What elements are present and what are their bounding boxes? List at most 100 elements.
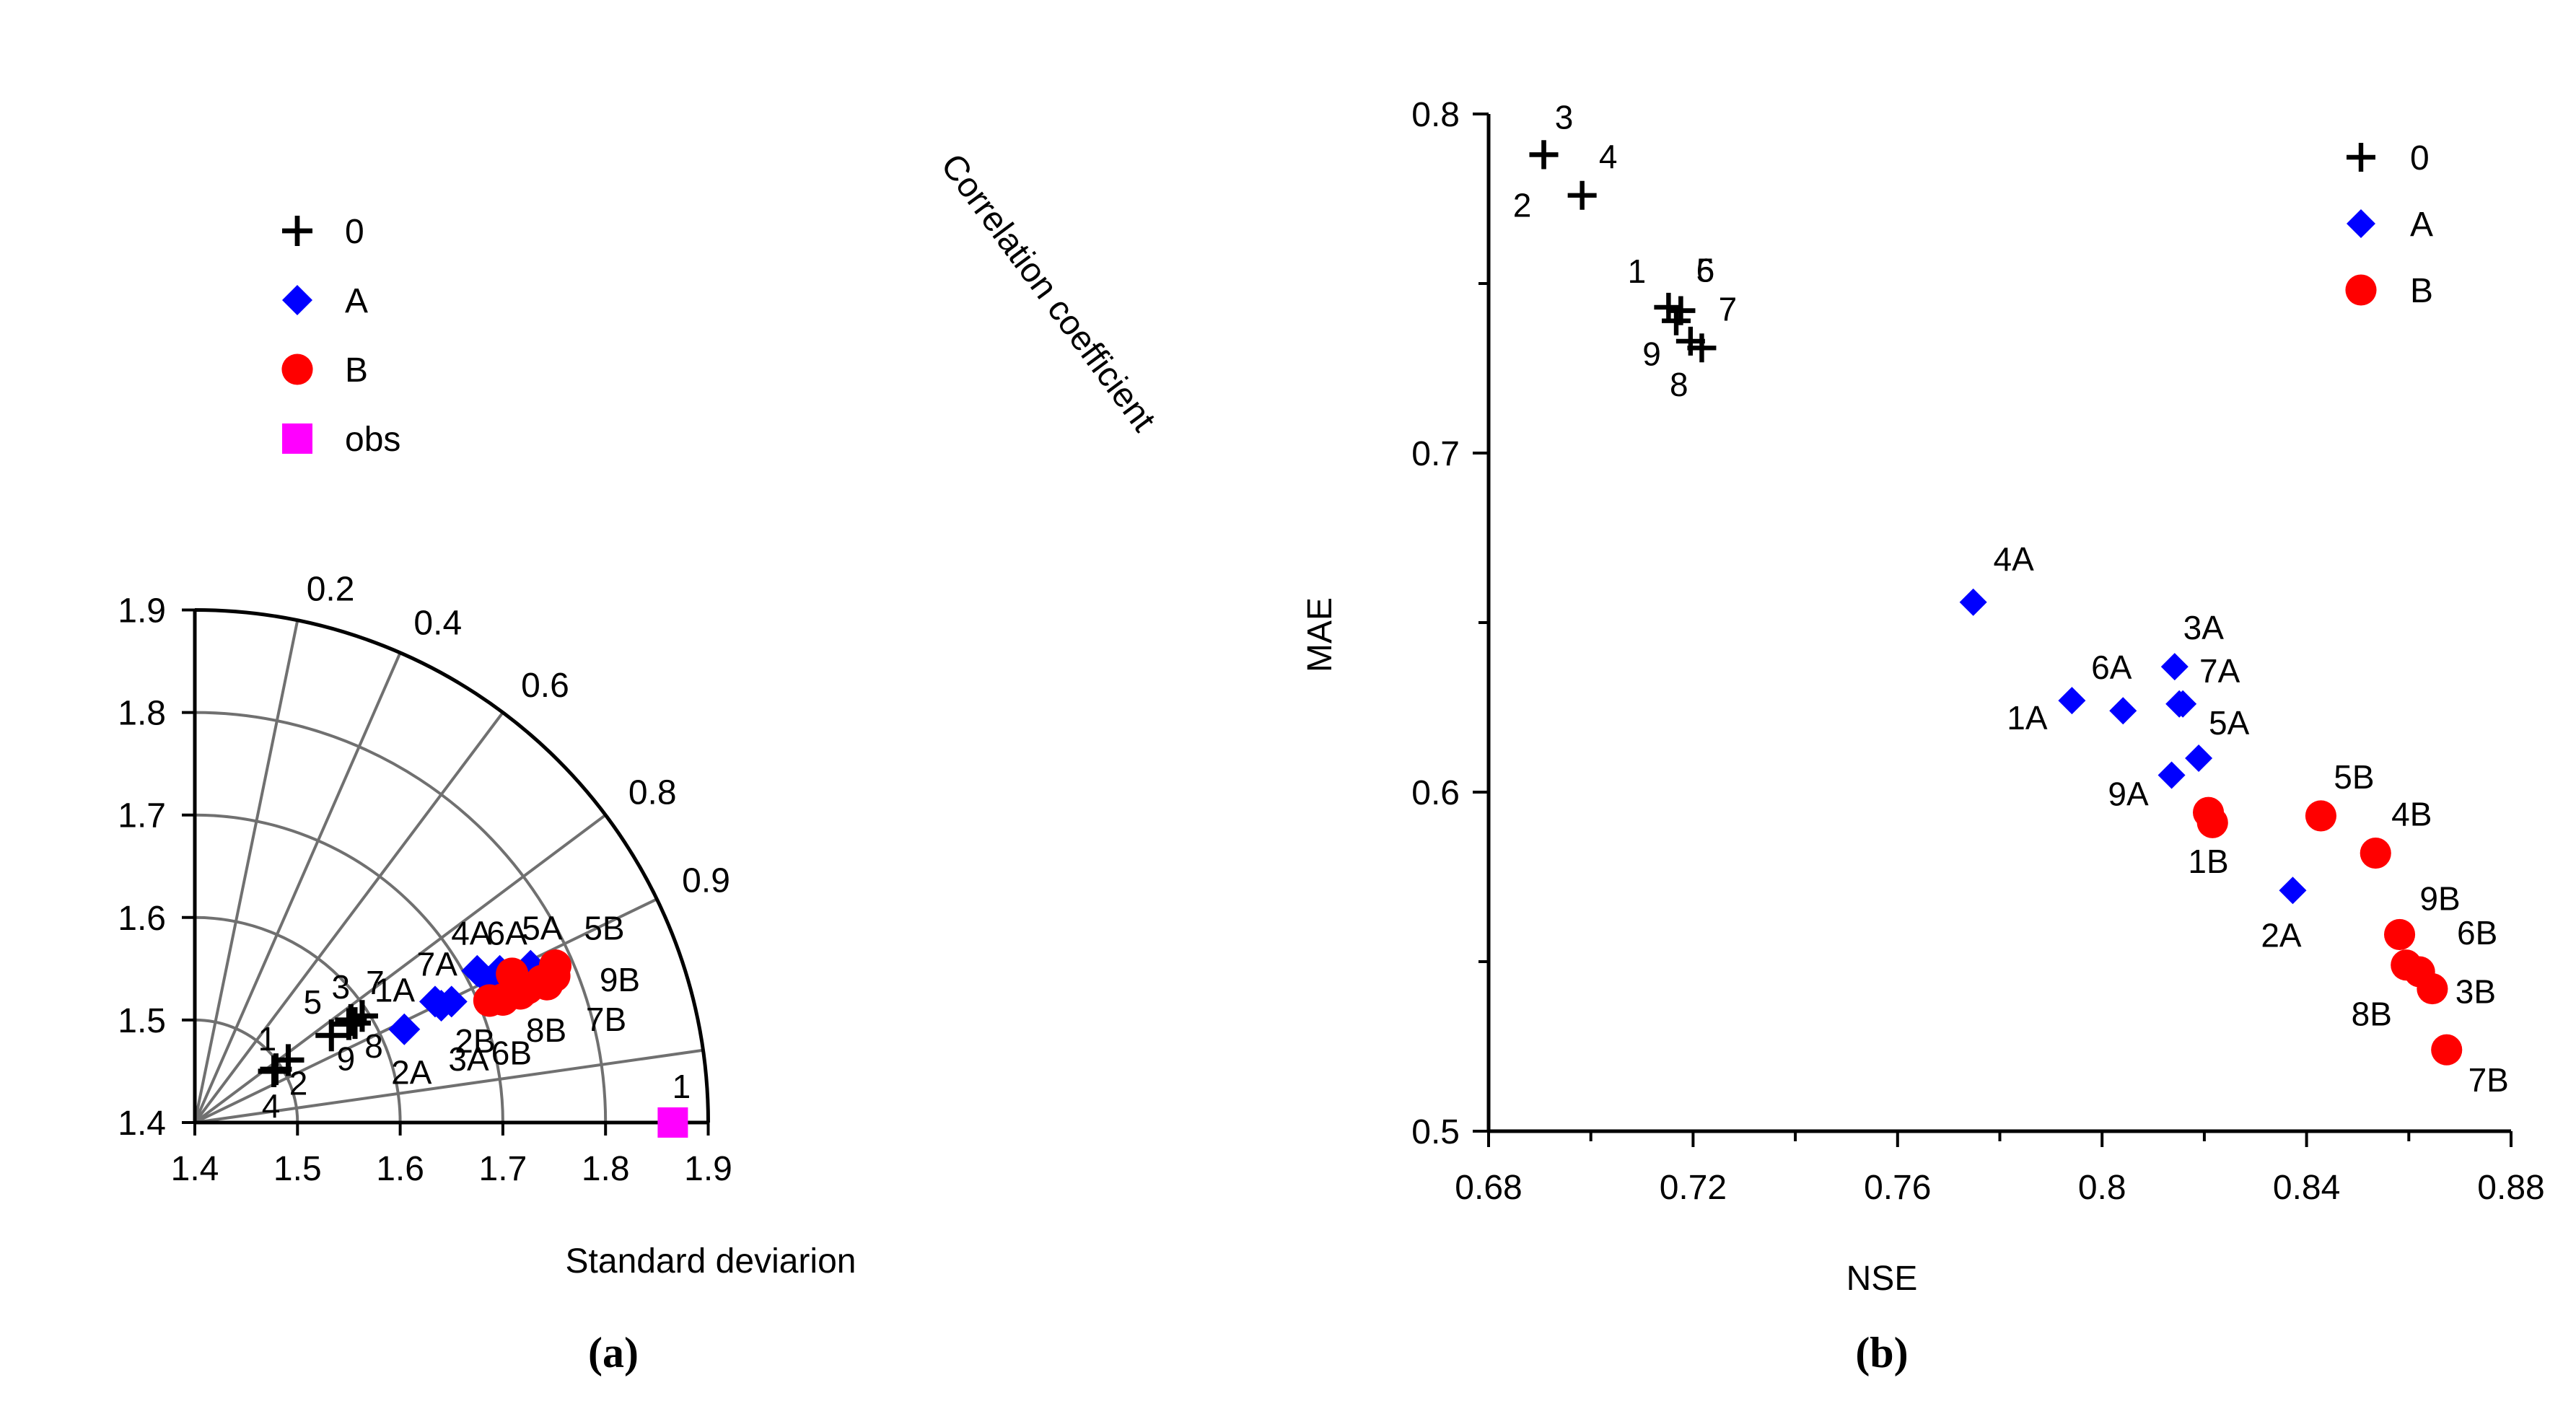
point-label: 3 [331, 968, 350, 1006]
point-label: 7B [586, 1001, 626, 1038]
point-a-4a [1959, 588, 1987, 616]
x-tick-label: 0.88 [2477, 1169, 2544, 1207]
point-a-6a [2109, 697, 2137, 725]
point-b-4b [2360, 838, 2391, 869]
point-0-4 [258, 1055, 290, 1087]
point-0-7 [1687, 333, 1717, 363]
y-tick-label: 1.8 [118, 695, 166, 733]
point-obs-1 [657, 1107, 688, 1138]
point-0-9 [1662, 306, 1691, 335]
outer-arc [194, 608, 710, 1123]
std-arc [194, 813, 504, 1123]
point-0-4 [1567, 180, 1597, 210]
point-label: 5 [303, 983, 322, 1021]
x-tick-label: 0.72 [1660, 1169, 1727, 1207]
series-0: 12 3 4 5 7 89 [258, 964, 385, 1125]
point-b-6b [486, 983, 520, 1016]
point-label: 4A [451, 915, 492, 952]
legend-label: B [345, 351, 368, 390]
point-label: 9B [600, 961, 640, 998]
point-0-7 [346, 1000, 378, 1032]
point-label: 7A [2199, 652, 2240, 690]
point-a-1a [2058, 687, 2086, 715]
std-arc [194, 1018, 299, 1123]
correlation-tick-label: 0.4 [413, 605, 462, 643]
point-a-2a [2279, 877, 2307, 905]
point-label: 2 [289, 1064, 308, 1102]
nse-x-axis-title: NSE [1846, 1260, 1918, 1298]
correlation-ray [194, 1048, 704, 1124]
legend-marker-a [2347, 209, 2375, 238]
point-a-9a [2157, 761, 2186, 789]
point-0-5 [315, 1019, 348, 1052]
x-tick-label: 1.6 [376, 1150, 424, 1188]
point-label: 2A [2261, 916, 2302, 954]
point-label: 5B [584, 910, 624, 947]
mae-y-axis-title: MAE [1301, 597, 1339, 672]
point-label: 5A [522, 910, 563, 947]
point-label: 6 [1696, 252, 1715, 289]
point-label: 2B [455, 1022, 495, 1060]
point-b-2b [2196, 807, 2228, 838]
x-tick-label: 1.4 [171, 1150, 219, 1188]
point-b-9b [525, 965, 558, 998]
point-label: 5A [2209, 704, 2250, 742]
legend-label: 0 [2410, 139, 2430, 177]
legend-marker-a [282, 285, 312, 315]
panel-a-caption: (a) [588, 1329, 639, 1376]
series-b: 1B 3B 4B 5B 6B 7B 8B 9B [2188, 758, 2508, 1099]
point-label: 5B [2334, 758, 2374, 796]
point-label: 4 [262, 1087, 281, 1125]
x-tick-label: 1.9 [684, 1150, 732, 1188]
taylor-diagram-panel: 0.2 0.4 0.6 0.8 0.9 1.4 1.5 1.6 1.7 1.8 1.9 1.4 1.5 1… [118, 147, 1162, 1376]
point-label: 1B [2188, 843, 2228, 880]
point-label: 3A [2183, 609, 2225, 646]
point-label: 6B [491, 1034, 532, 1071]
correlation-tick-label: 0.2 [307, 571, 355, 609]
point-label: 6A [2091, 649, 2132, 686]
point-a-7a [2165, 690, 2194, 718]
legend-label: A [2410, 206, 2433, 244]
x-tick-label: 1.8 [582, 1150, 630, 1188]
point-label: 1 [1628, 252, 1647, 290]
taylor-correlation-title: Correlation coefficient [933, 147, 1162, 439]
y-tick-label: 1.7 [118, 797, 166, 835]
std-arc [194, 915, 402, 1123]
point-label: 2 [1513, 186, 1532, 224]
point-a-8a [2185, 745, 2213, 772]
point-b-5b [2305, 800, 2336, 832]
legend-marker-0 [282, 216, 312, 246]
point-label: 8 [1670, 366, 1688, 403]
point-a-2a [388, 1013, 421, 1045]
point-label: 1A [2007, 699, 2048, 737]
legend-label: obs [345, 421, 400, 459]
point-label: 4B [2391, 796, 2432, 833]
y-tick-label: 0.8 [1411, 96, 1460, 134]
nse-mae-points: 1 2 34 567 89 1A 2A 3A 4A 5A 6A 7A 9A 1B 3B 4B 5B 6B 7B 8B 9… [1513, 98, 2509, 1099]
taylor-x-axis-title: Standard deviarion [566, 1242, 857, 1281]
x-tick-label: 0.8 [2078, 1169, 2126, 1207]
point-label: 7 [366, 964, 385, 1001]
point-0-2 [272, 1044, 305, 1076]
legend-label: A [345, 282, 368, 320]
point-b-9b [2383, 918, 2416, 950]
y-tick-label: 1.9 [118, 592, 166, 631]
point-label: 6A [486, 915, 527, 952]
legend-label: B [2410, 272, 2433, 310]
y-tick-label: 1.4 [118, 1104, 166, 1143]
series-b: 2B 5B 6B 7B 8B 9B [455, 910, 640, 1072]
y-tick-label: 0.5 [1411, 1113, 1460, 1151]
series-0: 1 2 34 567 89 [1513, 98, 1738, 403]
x-tick-label: 0.68 [1455, 1169, 1522, 1207]
point-label: 4A [1994, 540, 2035, 578]
correlation-ray [193, 652, 402, 1123]
point-0-3 [1529, 140, 1559, 170]
taylor-ticks: 0.2 0.4 0.6 0.8 0.9 1.4 1.5 1.6 1.7 1.8 1.9 1.4 1.5 1… [118, 571, 732, 1188]
point-label: 7B [2468, 1061, 2509, 1099]
x-tick-label: 1.7 [479, 1150, 527, 1188]
std-arc [194, 711, 608, 1123]
point-label: 4 [1599, 138, 1618, 175]
correlation-ray [193, 711, 504, 1124]
